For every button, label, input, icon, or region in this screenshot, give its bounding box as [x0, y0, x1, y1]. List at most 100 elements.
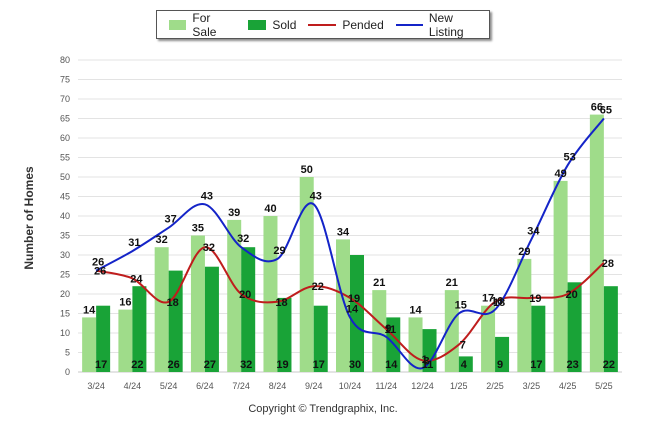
label-new-listing: 15 — [455, 300, 467, 312]
label-new-listing: 1 — [421, 354, 427, 366]
y-tick-label: 75 — [60, 75, 70, 85]
bar-sold — [204, 266, 219, 372]
label-new-listing: 43 — [201, 190, 213, 202]
label-sold: 4 — [461, 359, 468, 371]
label-sold: 17 — [313, 359, 325, 371]
bar-for-sale — [336, 239, 350, 372]
legend-item-for-sale[interactable]: For Sale — [169, 11, 236, 39]
label-pended: 20 — [565, 289, 577, 301]
legend-item-pended[interactable]: Pended — [308, 17, 384, 32]
legend-swatch-new-listing — [395, 23, 423, 26]
label-for-sale: 21 — [373, 277, 385, 289]
x-tick-label: 12/24 — [411, 381, 434, 391]
y-tick-label: 70 — [60, 94, 70, 104]
bar-sold — [603, 286, 618, 372]
label-pended: 18 — [493, 297, 505, 309]
y-axis-label: Number of Homes — [22, 166, 36, 270]
label-new-listing: 34 — [527, 225, 540, 237]
legend-label-for-sale: For Sale — [192, 10, 217, 39]
y-tick-label: 0 — [65, 367, 70, 377]
legend-swatch-sold — [248, 19, 267, 30]
label-new-listing: 37 — [165, 214, 177, 226]
label-for-sale: 66 — [591, 102, 603, 114]
y-tick-label: 15 — [60, 309, 70, 319]
label-for-sale: 21 — [446, 277, 458, 289]
label-for-sale: 16 — [119, 297, 131, 309]
legend-swatch-for-sale — [169, 19, 187, 30]
x-tick-label: 2/25 — [486, 381, 504, 391]
bar-for-sale — [372, 290, 387, 372]
label-for-sale: 29 — [518, 246, 530, 258]
bar-for-sale — [553, 180, 568, 372]
bar-for-sale — [154, 247, 169, 372]
label-new-listing: 53 — [563, 151, 575, 163]
bar-sold — [458, 356, 473, 372]
x-tick-label: 10/24 — [339, 381, 362, 391]
label-new-listing: 16 — [491, 296, 503, 308]
label-sold: 27 — [204, 359, 216, 371]
label-new-listing: 32 — [237, 233, 249, 245]
label-new-listing: 29 — [273, 245, 285, 257]
label-for-sale: 17 — [482, 293, 494, 305]
copyright-text: Copyright © Trendgraphix, Inc. — [248, 403, 398, 415]
legend-label-pended: Pended — [342, 17, 384, 32]
lines — [95, 117, 605, 370]
label-new-listing: 31 — [128, 237, 140, 249]
x-tick-label: 5/25 — [595, 381, 613, 391]
label-new-listing: 14 — [346, 303, 359, 315]
y-tick-label: 40 — [60, 211, 70, 221]
label-new-listing: 26 — [92, 257, 104, 269]
bar-sold — [495, 336, 510, 372]
y-tick-label: 80 — [60, 55, 70, 65]
label-sold: 26 — [168, 359, 180, 371]
label-sold: 30 — [349, 359, 361, 371]
label-pended: 20 — [239, 289, 251, 301]
label-sold: 32 — [240, 359, 252, 371]
bar-sold — [277, 297, 292, 372]
x-tick-label: 4/24 — [124, 381, 142, 391]
bar-sold — [350, 255, 364, 372]
label-sold: 23 — [566, 359, 578, 371]
label-pended: 18 — [275, 297, 287, 309]
label-sold: 22 — [131, 359, 143, 371]
bar-for-sale — [517, 258, 532, 372]
label-sold: 14 — [385, 359, 398, 371]
label-pended: 3 — [423, 355, 429, 367]
y-tick-label: 30 — [60, 250, 70, 260]
label-pended: 28 — [602, 258, 614, 270]
label-pended: 22 — [312, 281, 324, 293]
y-tick-label: 55 — [60, 153, 70, 163]
bar-for-sale — [227, 219, 242, 372]
legend-label-sold: Sold — [272, 17, 297, 32]
label-pended: 11 — [384, 324, 396, 336]
y-tick-label: 25 — [60, 270, 70, 280]
y-tick-label: 60 — [60, 133, 70, 143]
label-sold: 17 — [530, 359, 542, 371]
x-tick-label: 6/24 — [196, 381, 214, 391]
bar-sold — [313, 305, 328, 372]
bar-sold — [567, 282, 582, 372]
label-for-sale: 40 — [264, 203, 276, 215]
label-pended: 32 — [203, 242, 215, 254]
label-pended: 19 — [529, 293, 541, 305]
line-pended — [95, 246, 605, 362]
y-tick-label: 10 — [60, 328, 70, 338]
label-new-listing: 43 — [310, 190, 322, 202]
bar-for-sale — [481, 305, 496, 372]
legend-item-sold[interactable]: Sold — [248, 18, 296, 32]
bar-sold — [168, 270, 183, 372]
label-pended: 18 — [167, 297, 179, 309]
bar-for-sale — [263, 216, 278, 372]
y-tick-label: 20 — [60, 289, 70, 299]
bar-sold — [531, 305, 546, 372]
legend-item-new-listing[interactable]: New Listing — [395, 11, 489, 39]
label-for-sale: 35 — [192, 223, 204, 235]
label-pended: 24 — [130, 273, 143, 285]
x-tick-label: 4/25 — [559, 381, 577, 391]
label-new-listing: 9 — [385, 323, 391, 335]
line-new-listing — [95, 117, 605, 370]
label-sold: 11 — [422, 359, 434, 371]
x-tick-label: 3/24 — [87, 381, 105, 391]
y-tick-label: 35 — [60, 231, 70, 241]
